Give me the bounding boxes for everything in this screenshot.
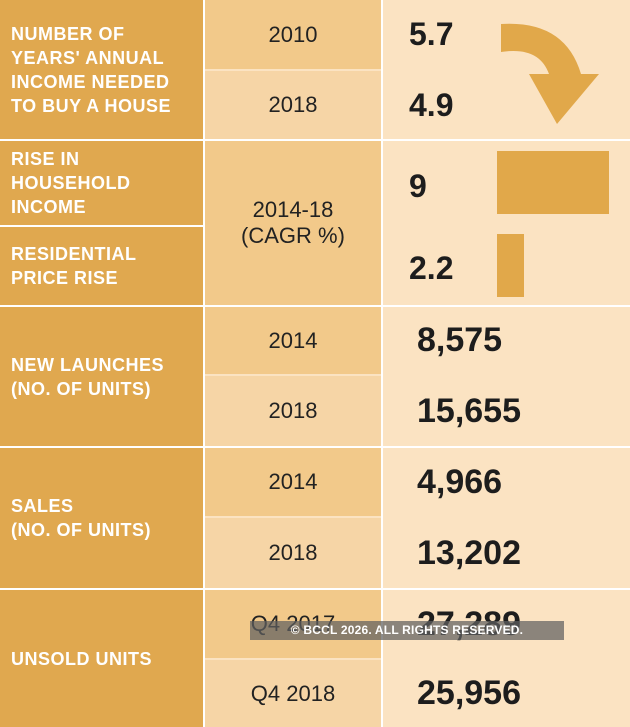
label-new-launches-text: NEW LAUNCHES (NO. OF UNITS)	[11, 354, 164, 399]
value-launches-2014: 8,575	[383, 307, 630, 374]
label-sales-text: SALES (NO. OF UNITS)	[11, 496, 151, 540]
copyright-watermark: © BCCL 2026. ALL RIGHTS RESERVED.	[250, 621, 564, 640]
bar-price-rise	[497, 234, 524, 297]
period-launches-2018: 2018	[205, 376, 381, 446]
value-sales-2018-text: 13,202	[417, 533, 521, 572]
label-years-income: NUMBER OF YEARS' ANNUAL INCOME NEEDED TO…	[0, 0, 203, 139]
row-divider	[0, 139, 630, 141]
label-household-income-text: RISE IN HOUSEHOLD INCOME	[11, 149, 131, 217]
value-sales-2014-text: 4,966	[417, 462, 503, 501]
row-divider	[0, 588, 630, 590]
value-launches-2014-text: 8,575	[417, 321, 503, 359]
period-cagr-text: 2014-18 (CAGR %)	[241, 197, 345, 248]
value-household-income-text: 9	[409, 167, 427, 204]
label-household-income: RISE IN HOUSEHOLD INCOME	[0, 141, 203, 225]
period-2010-text: 2010	[268, 21, 318, 47]
value-unsold-q4-2018-text: 25,956	[417, 674, 521, 712]
curved-down-arrow-icon	[501, 23, 599, 125]
period-unsold-q4-2018: Q4 2018	[205, 660, 381, 727]
period-unsold-q4-2018-text: Q4 2018	[250, 680, 336, 706]
row-divider	[0, 446, 630, 448]
column-divider	[203, 0, 205, 727]
label-unsold-text: UNSOLD UNITS	[11, 648, 152, 669]
period-launches-2014: 2014	[205, 307, 381, 374]
period-sales-2014-text: 2014	[268, 469, 318, 494]
value-years-2010-text: 5.7	[409, 16, 454, 52]
period-sales-2014: 2014	[205, 448, 381, 516]
label-price-rise-text: RESIDENTIAL PRICE RISE	[11, 244, 137, 288]
period-2018: 2018	[205, 71, 381, 139]
period-sales-2018-text: 2018	[268, 540, 318, 565]
label-sales: SALES (NO. OF UNITS)	[0, 448, 203, 588]
value-years-2010: 5.7	[383, 0, 630, 69]
period-launches-2018-text: 2018	[268, 398, 318, 423]
value-launches-2018-text: 15,655	[417, 391, 521, 430]
value-launches-2018: 15,655	[383, 376, 630, 446]
period-launches-2014-text: 2014	[268, 327, 318, 353]
value-unsold-q4-2018: 25,956	[383, 660, 630, 727]
period-2010: 2010	[205, 0, 381, 69]
bar-household-income	[497, 151, 609, 214]
period-cagr: 2014-18 (CAGR %)	[205, 141, 381, 305]
row-divider	[0, 225, 203, 227]
column-divider	[381, 0, 383, 727]
period-sales-2018: 2018	[205, 518, 381, 588]
period-2018-text: 2018	[268, 92, 318, 117]
label-unsold: UNSOLD UNITS	[0, 590, 203, 727]
label-price-rise: RESIDENTIAL PRICE RISE	[0, 227, 203, 305]
label-years-income-text: NUMBER OF YEARS' ANNUAL INCOME NEEDED TO…	[11, 23, 172, 116]
row-divider	[0, 305, 630, 307]
value-sales-2014: 4,966	[383, 448, 630, 516]
value-price-rise-text: 2.2	[409, 249, 454, 286]
value-sales-2018: 13,202	[383, 518, 630, 588]
label-new-launches: NEW LAUNCHES (NO. OF UNITS)	[0, 307, 203, 446]
value-years-2018-text: 4.9	[409, 86, 454, 123]
